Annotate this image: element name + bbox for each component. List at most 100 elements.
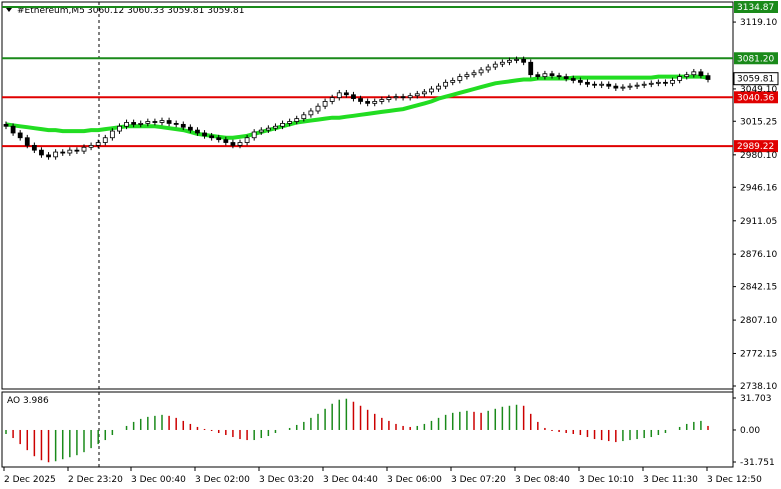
candle-body bbox=[684, 74, 690, 78]
candle-body bbox=[159, 120, 165, 123]
candle-body bbox=[499, 61, 505, 65]
candle-body bbox=[67, 149, 73, 154]
candle-body bbox=[436, 85, 441, 90]
price-tick-label: 2807.10 bbox=[740, 316, 777, 326]
candle-body bbox=[265, 127, 271, 131]
candle-body bbox=[492, 63, 498, 68]
indicator-axis-ticks: 31.703 0.00 -31.751 bbox=[733, 394, 775, 468]
price-tick-label: 2738.10 bbox=[740, 382, 777, 392]
candle-body bbox=[393, 96, 399, 99]
candle-body bbox=[102, 137, 108, 143]
time-tick-label: 3 Dec 06:00 bbox=[387, 475, 442, 485]
candle-body bbox=[464, 74, 470, 78]
level-label-box bbox=[734, 1, 778, 13]
time-tick-label: 3 Dec 10:10 bbox=[579, 475, 634, 485]
candle-body bbox=[336, 92, 342, 99]
candle-body bbox=[280, 123, 285, 127]
candle-body bbox=[74, 149, 80, 152]
indicator-label: AO 3.986 bbox=[7, 396, 49, 406]
candle-body bbox=[3, 123, 9, 127]
price-tick-label: 3119.10 bbox=[740, 18, 777, 28]
candle-body bbox=[358, 98, 363, 102]
ohlc-values: 3060.12 3060.33 3059.81 3059.81 bbox=[87, 6, 244, 16]
candle-body bbox=[379, 99, 385, 102]
price-tick-label: 3015.25 bbox=[740, 117, 777, 127]
candle-body bbox=[641, 83, 647, 86]
candle-body bbox=[195, 129, 200, 134]
candle-body bbox=[365, 101, 371, 104]
candle-body bbox=[400, 96, 406, 99]
candle-body bbox=[258, 129, 264, 133]
candle-body bbox=[251, 131, 257, 139]
candle-body bbox=[429, 88, 434, 93]
candle-body bbox=[88, 144, 94, 148]
candle-body bbox=[117, 125, 122, 132]
candle-body bbox=[138, 123, 144, 125]
candle-body bbox=[514, 59, 519, 61]
candle-body bbox=[471, 72, 477, 76]
candle-body bbox=[634, 84, 640, 87]
candle-body bbox=[351, 94, 356, 99]
candle-body bbox=[131, 122, 137, 125]
time-tick-label: 2 Dec 2025 bbox=[4, 475, 56, 485]
level-label: 3040.36 bbox=[737, 93, 774, 103]
ma-line bbox=[5, 74, 709, 140]
candle-body bbox=[528, 61, 534, 76]
level-label: 3081.20 bbox=[737, 54, 774, 64]
candle-body bbox=[542, 73, 548, 78]
candle-body bbox=[563, 76, 569, 79]
time-tick-label: 3 Dec 03:20 bbox=[259, 475, 314, 485]
level-label: 2989.22 bbox=[737, 142, 774, 152]
current-price-marker: 3059.81 bbox=[733, 72, 779, 86]
candle-body bbox=[407, 95, 413, 99]
candle-body bbox=[17, 132, 23, 139]
candle-body bbox=[414, 93, 420, 97]
current-price-box bbox=[733, 72, 779, 86]
price-tick-label: 2842.15 bbox=[740, 283, 777, 293]
time-tick-label: 3 Dec 08:40 bbox=[515, 475, 570, 485]
candle-body bbox=[599, 83, 605, 86]
candle-body bbox=[329, 97, 335, 102]
candle-body bbox=[287, 121, 293, 124]
candle-body bbox=[209, 135, 215, 139]
candle-body bbox=[237, 142, 243, 146]
moving-average bbox=[5, 74, 709, 140]
price-levels: 3134.87 3081.20 3040.36 2989.22 bbox=[2, 1, 778, 153]
price-tick-label: 2876.10 bbox=[740, 250, 777, 260]
candle-body bbox=[677, 76, 683, 81]
candle-body bbox=[549, 73, 555, 77]
time-tick-label: 3 Dec 04:40 bbox=[323, 475, 378, 485]
candle-body bbox=[443, 81, 449, 87]
candle-body bbox=[478, 69, 484, 74]
ao-tick-label: -31.751 bbox=[740, 458, 775, 468]
candle-body bbox=[570, 78, 576, 81]
candle-body bbox=[322, 101, 328, 107]
candle-body bbox=[521, 59, 527, 63]
candle-body bbox=[670, 80, 675, 84]
candle-body bbox=[244, 137, 250, 143]
candle-body bbox=[46, 154, 51, 158]
main-chart-frame bbox=[1, 1, 734, 390]
symbol-label: #Ethereum,M5 bbox=[17, 6, 85, 16]
candle-body bbox=[556, 75, 562, 78]
price-tick-label: 2980.10 bbox=[740, 151, 777, 161]
candle-body bbox=[273, 125, 278, 129]
price-tick-label: 2772.15 bbox=[740, 349, 777, 359]
candle-body bbox=[705, 75, 711, 80]
level-label: 3134.87 bbox=[737, 3, 774, 13]
candle-body bbox=[450, 80, 456, 83]
candle-body bbox=[301, 114, 307, 120]
candle-body bbox=[53, 151, 59, 158]
candle-body bbox=[230, 142, 236, 146]
candle-body bbox=[585, 81, 590, 85]
time-tick-label: 3 Dec 07:20 bbox=[451, 475, 506, 485]
candle-body bbox=[691, 71, 697, 76]
candle-body bbox=[308, 110, 314, 116]
candle-body bbox=[507, 59, 512, 63]
candle-body bbox=[294, 118, 300, 122]
candle-body bbox=[173, 123, 179, 125]
candle-body bbox=[577, 80, 583, 83]
collapse-triangle-icon[interactable] bbox=[6, 8, 12, 12]
candle-body bbox=[10, 125, 16, 134]
